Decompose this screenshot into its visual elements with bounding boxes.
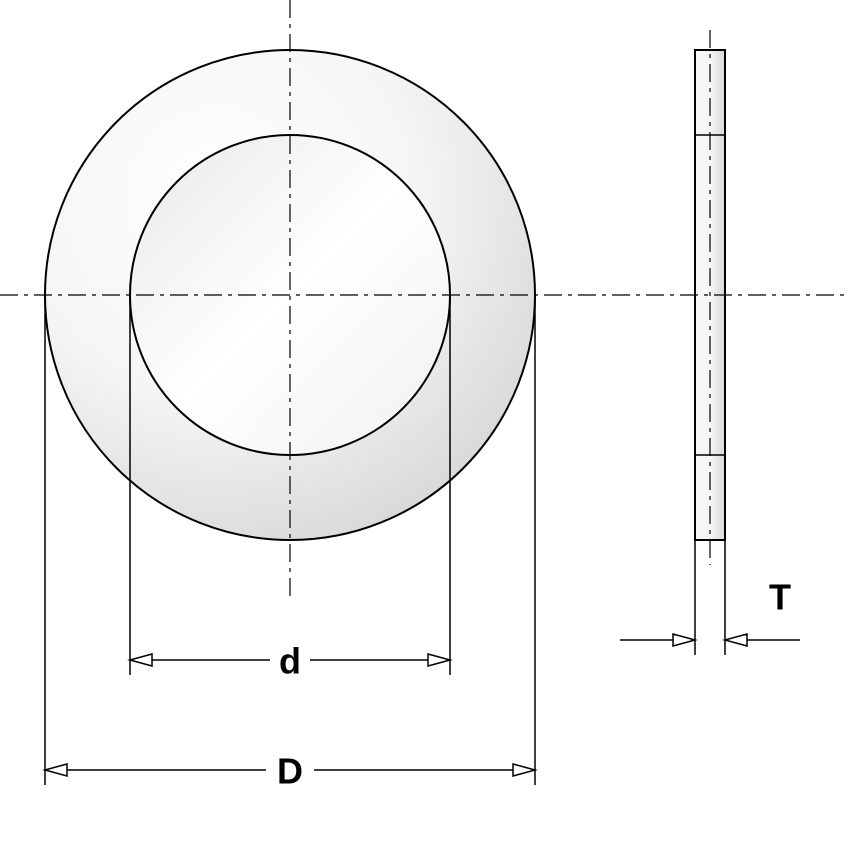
dimension-lines [45, 634, 800, 776]
dimension-labels: Dd T [277, 577, 791, 792]
label-T: T [769, 577, 791, 618]
arrowhead [130, 654, 152, 666]
arrowhead [513, 764, 535, 776]
technical-drawing: Dd T [0, 0, 850, 850]
arrowhead [725, 634, 747, 646]
label-D: D [277, 751, 303, 792]
arrowhead [673, 634, 695, 646]
arrowhead [428, 654, 450, 666]
label-d: d [279, 641, 301, 682]
arrowhead [45, 764, 67, 776]
